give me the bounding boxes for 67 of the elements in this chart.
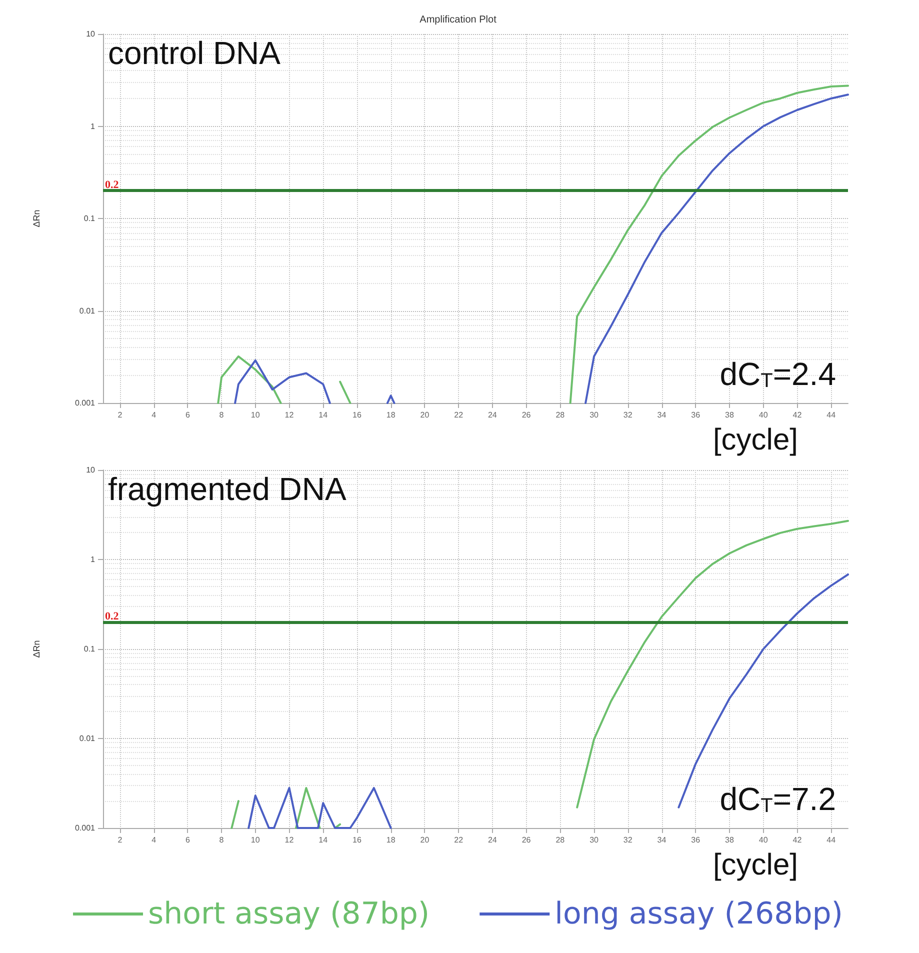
annotation: fragmented DNA [108, 471, 347, 507]
legend-label: short assay (87bp) [148, 896, 430, 932]
x-tick-label: 44 [826, 410, 836, 420]
annotation: dCT=2.4 [720, 356, 836, 392]
x-tick-label: 4 [152, 410, 157, 420]
y-axis-title: ΔRn [32, 640, 42, 658]
x-tick-label: 26 [522, 836, 532, 844]
x-tick-label: 20 [420, 836, 430, 844]
x-tick-label: 34 [657, 836, 667, 844]
x-tick-label: 14 [318, 836, 328, 844]
x-axis-title: [cycle] [712, 424, 798, 456]
x-tick-label: 42 [792, 410, 802, 420]
x-tick-label: 42 [792, 836, 802, 844]
x-tick-label: 12 [284, 836, 294, 844]
y-tick-label: 0.1 [84, 214, 96, 223]
x-tick-label: 26 [522, 410, 532, 420]
x-tick-label: 12 [284, 410, 294, 420]
y-tick-label: 0.001 [74, 398, 96, 408]
x-tick-label: 34 [657, 410, 667, 420]
x-tick-label: 10 [250, 836, 260, 844]
y-tick-label: 1 [90, 555, 96, 564]
x-tick-label: 16 [352, 410, 362, 420]
x-tick-label: 2 [118, 836, 123, 844]
x-tick-label: 36 [691, 836, 701, 844]
y-tick-label: 0.001 [74, 824, 96, 832]
chart-title: Amplification Plot [420, 14, 497, 26]
annotation: control DNA [108, 35, 282, 71]
x-axis-title: [cycle] [712, 848, 798, 882]
x-tick-label: 44 [826, 836, 836, 844]
x-tick-label: 30 [590, 410, 600, 420]
x-tick-label: 10 [250, 410, 260, 420]
x-tick-label: 22 [454, 836, 464, 844]
y-tick-label: 1 [90, 122, 96, 131]
x-tick-label: 30 [590, 836, 600, 844]
x-tick-label: 6 [185, 410, 190, 420]
x-tick-label: 18 [386, 836, 396, 844]
x-tick-label: 4 [152, 836, 157, 844]
x-tick-label: 38 [725, 836, 734, 844]
x-tick-label: 24 [488, 410, 498, 420]
ref-line-label: 0.2 [105, 610, 120, 623]
y-axis-title: ΔRn [32, 210, 42, 228]
x-tick-label: 40 [758, 410, 768, 420]
legend-label: long assay (268bp) [554, 896, 843, 932]
x-tick-label: 18 [386, 410, 396, 420]
ref-line-label: 0.2 [105, 179, 120, 192]
x-tick-label: 28 [556, 410, 566, 420]
x-tick-label: 40 [758, 836, 768, 844]
x-tick-label: 2 [118, 410, 123, 420]
y-tick-label: 0.1 [84, 644, 96, 654]
y-tick-label: 10 [86, 30, 96, 38]
x-tick-label: 22 [454, 410, 464, 420]
x-tick-label: 6 [185, 836, 190, 844]
x-tick-label: 36 [691, 410, 701, 420]
x-tick-label: 32 [623, 836, 633, 844]
y-tick-label: 0.01 [79, 734, 96, 743]
x-tick-label: 24 [488, 836, 498, 844]
x-tick-label: 38 [725, 410, 734, 420]
y-tick-label: 10 [86, 466, 96, 474]
x-tick-label: 28 [556, 836, 566, 844]
x-tick-label: 8 [219, 410, 224, 420]
y-tick-label: 0.01 [79, 306, 96, 316]
annotation: dCT=7.2 [720, 781, 836, 817]
x-tick-label: 20 [420, 410, 430, 420]
x-tick-label: 14 [318, 410, 328, 420]
x-tick-label: 32 [623, 410, 633, 420]
x-tick-label: 16 [352, 836, 362, 844]
x-tick-label: 8 [219, 836, 224, 844]
